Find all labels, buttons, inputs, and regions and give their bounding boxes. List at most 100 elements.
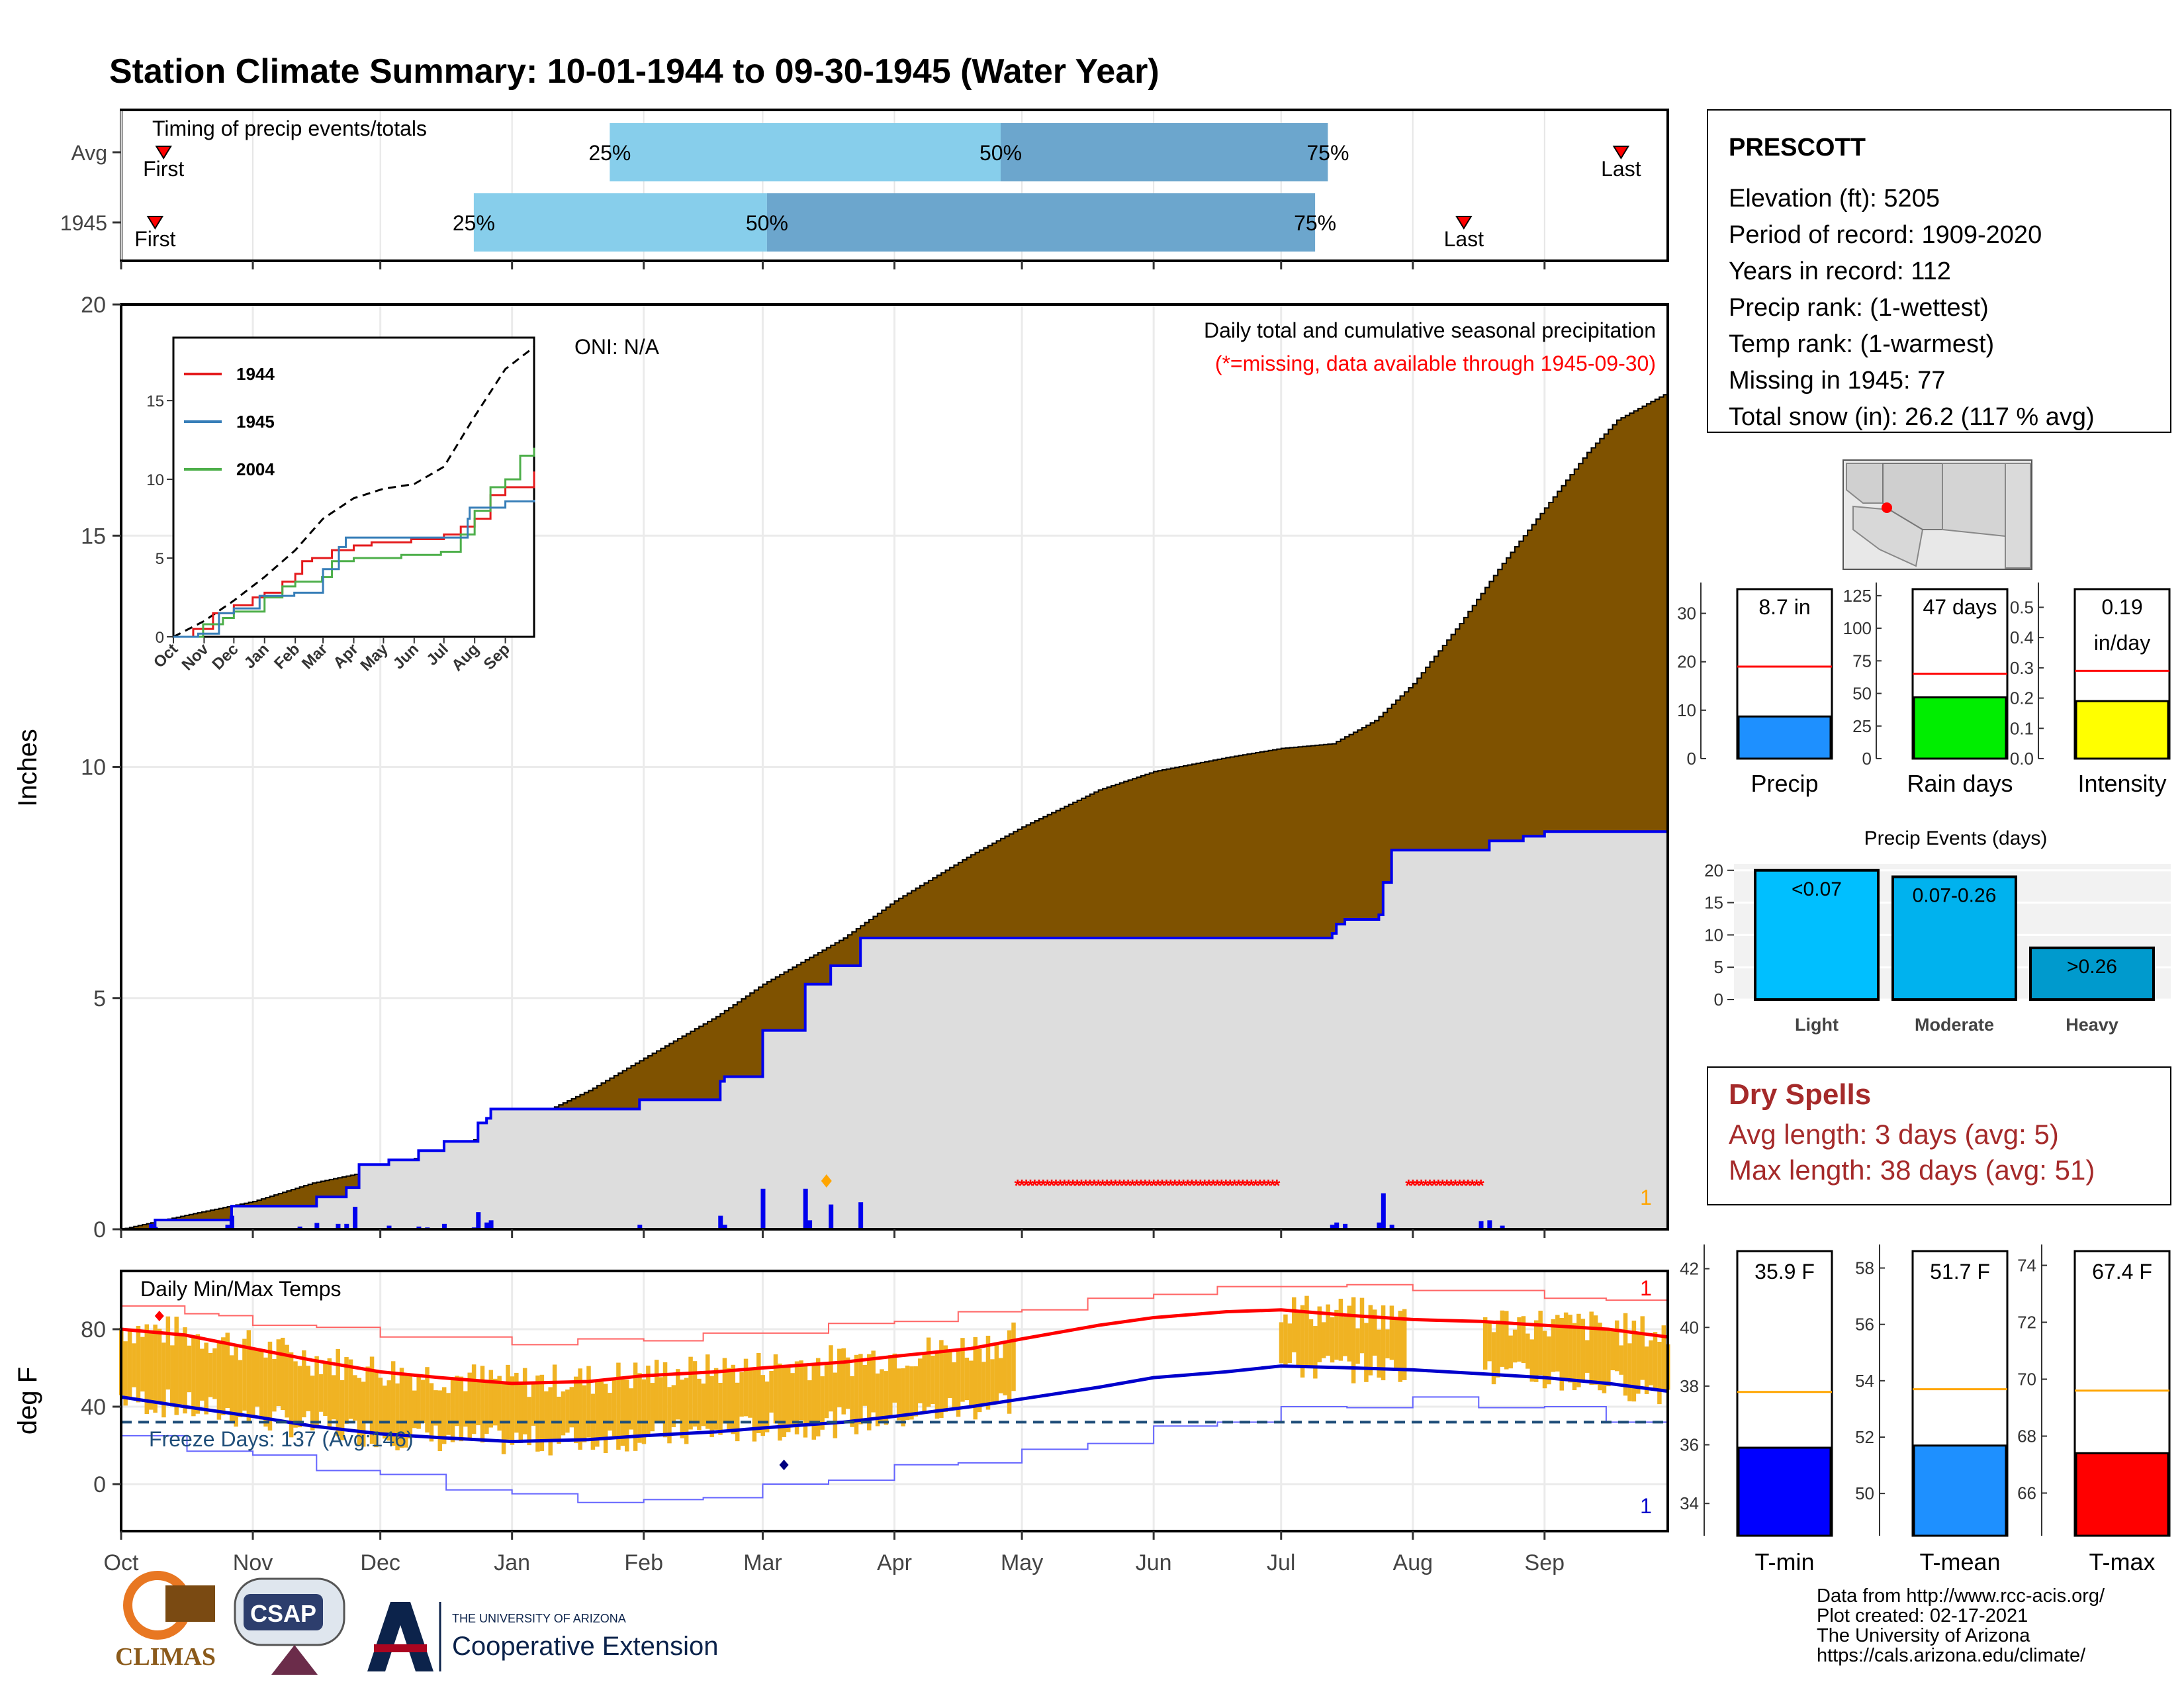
daily-temp-bar: [1389, 1305, 1394, 1360]
first-marker: [155, 146, 172, 160]
month-label: Dec: [360, 1550, 400, 1575]
daily-temp-bar: [659, 1377, 663, 1421]
missing-marker: *: [1265, 1176, 1272, 1196]
missing-marker: *: [1252, 1176, 1259, 1196]
daily-temp-bar: [165, 1316, 171, 1390]
temp-summary-ytick-label: 72: [2017, 1313, 2036, 1333]
daily-temp-bar: [1533, 1320, 1539, 1382]
daily-temp-bar: [383, 1385, 387, 1439]
precip-rank-marker: 1: [1640, 1186, 1652, 1209]
daily-temp-bar: [310, 1376, 315, 1430]
daily-precip-bar: [718, 1215, 723, 1229]
missing-marker: *: [1138, 1176, 1145, 1196]
missing-marker: *: [1422, 1176, 1430, 1196]
daily-temp-bar: [1482, 1317, 1488, 1370]
station-location-marker: [1882, 502, 1892, 513]
daily-temp-bar: [318, 1374, 324, 1412]
precip-ytick-label: 0: [93, 1217, 106, 1243]
daily-temp-bar: [676, 1369, 680, 1420]
daily-temp-bar: [476, 1380, 480, 1426]
daily-precip-bar: [229, 1215, 234, 1229]
missing-marker: *: [1133, 1176, 1140, 1196]
daily-temp-bar: [952, 1362, 956, 1409]
daily-temp-bar: [204, 1342, 208, 1415]
missing-marker: *: [1418, 1176, 1426, 1196]
min-rank-label: 1: [1640, 1494, 1652, 1518]
daily-temp-bar: [981, 1362, 986, 1407]
daily-temp-bar: [1619, 1345, 1623, 1375]
daily-temp-bar: [748, 1369, 752, 1418]
daily-temp-bar: [272, 1358, 277, 1412]
temp-summary-value: 51.7 F: [1930, 1260, 1990, 1284]
csap-logo-mountain: [271, 1645, 318, 1675]
missing-marker: *: [1129, 1176, 1136, 1196]
daily-temp-bar: [1385, 1329, 1390, 1359]
daily-temp-bar: [178, 1335, 183, 1405]
temp-summary-fill: [2075, 1452, 2169, 1537]
climas-logo: CLIMAS: [115, 1571, 216, 1671]
daily-temp-bar: [216, 1340, 222, 1420]
inset-legend-label: 1944: [236, 364, 275, 384]
daily-temp-bar: [246, 1330, 251, 1421]
daily-temp-bar: [735, 1382, 740, 1442]
daily-temp-bar: [1644, 1346, 1649, 1394]
daily-temp-bar: [960, 1338, 965, 1402]
daily-temp-bar: [463, 1391, 468, 1427]
footer-credit-line: Data from http://www.rcc-acis.org/: [1817, 1585, 2105, 1607]
csap-logo: CSAP: [234, 1577, 345, 1675]
station-name: PRESCOTT: [1729, 134, 1866, 162]
temp-summary-ytick-label: 70: [2017, 1370, 2036, 1389]
daily-temp-bar: [1504, 1311, 1509, 1370]
temp-ylabel: deg F: [13, 1367, 42, 1434]
daily-temp-bar: [888, 1355, 893, 1416]
daily-temp-bar: [641, 1379, 647, 1444]
missing-marker: *: [1044, 1176, 1052, 1196]
daily-precip-bar: [637, 1225, 643, 1229]
daily-temp-bar: [875, 1373, 880, 1427]
station-info-line: Missing in 1945: 77: [1729, 367, 1945, 395]
daily-temp-bar: [306, 1366, 310, 1411]
footer-credit-line: The University of Arizona: [1817, 1625, 2030, 1646]
daily-temp-bar: [136, 1325, 141, 1403]
daily-temp-bar: [778, 1363, 782, 1441]
daily-temp-bar: [552, 1364, 557, 1440]
summary-bar-ytick-label: 0.0: [2010, 749, 2034, 769]
temp-summary-ytick-label: 54: [1855, 1371, 1874, 1391]
daily-temp-bar: [1359, 1297, 1365, 1354]
temp-summary-ytick-label: 56: [1855, 1315, 1874, 1335]
daily-precip-bar: [1381, 1193, 1386, 1229]
daily-temp-bar: [1627, 1343, 1632, 1401]
summary-bar-label: Precip: [1751, 770, 1818, 797]
daily-precip-bar: [225, 1225, 230, 1229]
temp-summary-label: T-max: [2089, 1548, 2155, 1575]
daily-temp-bar: [862, 1365, 868, 1406]
quartile-label: 50%: [979, 141, 1022, 165]
daily-temp-bar: [1559, 1318, 1564, 1391]
daily-temp-bar: [756, 1352, 761, 1433]
events-category-label: Heavy: [2066, 1015, 2118, 1035]
daily-temp-bar: [518, 1381, 523, 1443]
ua-logo: THE UNIVERSITY OF ARIZONA Cooperative Ex…: [367, 1602, 718, 1671]
daily-temp-bar: [1283, 1314, 1288, 1366]
daily-temp-bar: [132, 1343, 136, 1387]
csap-logo-badge: [244, 1594, 323, 1630]
daily-temp-bar: [1368, 1305, 1373, 1376]
daily-temp-bar: [484, 1380, 489, 1434]
summary-bar-ytick-label: 0.1: [2010, 718, 2034, 738]
daily-temp-bar: [1547, 1336, 1551, 1385]
daily-temp-bar: [238, 1360, 243, 1417]
daily-temp-bar: [170, 1345, 175, 1407]
temp-summary-ytick-label: 40: [1680, 1317, 1699, 1337]
temp-summary-ytick-label: 68: [2017, 1427, 2036, 1446]
daily-temp-bar: [433, 1390, 438, 1426]
climas-logo-text: CLIMAS: [115, 1643, 216, 1671]
daily-temp-bar: [841, 1348, 846, 1415]
daily-temp-bar: [123, 1341, 128, 1406]
missing-marker: *: [1048, 1176, 1056, 1196]
daily-temp-bar: [365, 1366, 370, 1423]
footer-credit-line: Plot created: 02-17-2021: [1817, 1605, 2028, 1626]
summary-bar-label: Rain days: [1907, 770, 2013, 797]
daily-temp-bar: [582, 1385, 587, 1442]
daily-temp-bar: [387, 1380, 391, 1441]
